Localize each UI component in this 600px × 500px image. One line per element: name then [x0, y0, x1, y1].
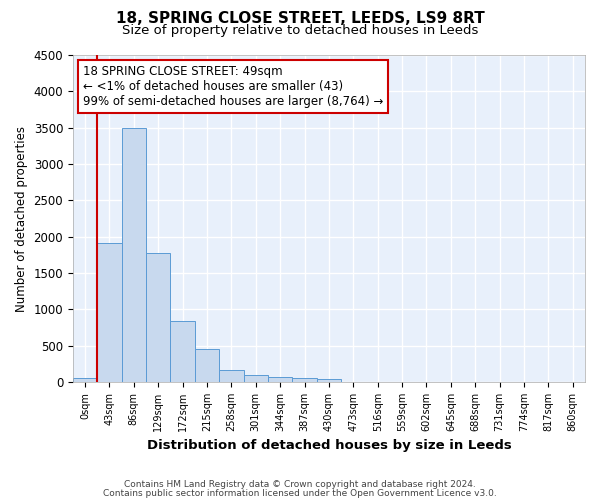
X-axis label: Distribution of detached houses by size in Leeds: Distribution of detached houses by size … — [146, 440, 511, 452]
Text: 18 SPRING CLOSE STREET: 49sqm
← <1% of detached houses are smaller (43)
99% of s: 18 SPRING CLOSE STREET: 49sqm ← <1% of d… — [83, 65, 383, 108]
Text: Contains public sector information licensed under the Open Government Licence v3: Contains public sector information licen… — [103, 488, 497, 498]
Bar — [292, 378, 317, 382]
Bar — [122, 128, 146, 382]
Bar — [170, 321, 195, 382]
Bar — [244, 375, 268, 382]
Text: Contains HM Land Registry data © Crown copyright and database right 2024.: Contains HM Land Registry data © Crown c… — [124, 480, 476, 489]
Y-axis label: Number of detached properties: Number of detached properties — [15, 126, 28, 312]
Text: Size of property relative to detached houses in Leeds: Size of property relative to detached ho… — [122, 24, 478, 37]
Bar — [195, 348, 219, 382]
Bar — [268, 377, 292, 382]
Bar — [219, 370, 244, 382]
Bar — [73, 378, 97, 382]
Text: 18, SPRING CLOSE STREET, LEEDS, LS9 8RT: 18, SPRING CLOSE STREET, LEEDS, LS9 8RT — [116, 11, 484, 26]
Bar — [317, 379, 341, 382]
Bar — [97, 242, 122, 382]
Bar — [146, 252, 170, 382]
